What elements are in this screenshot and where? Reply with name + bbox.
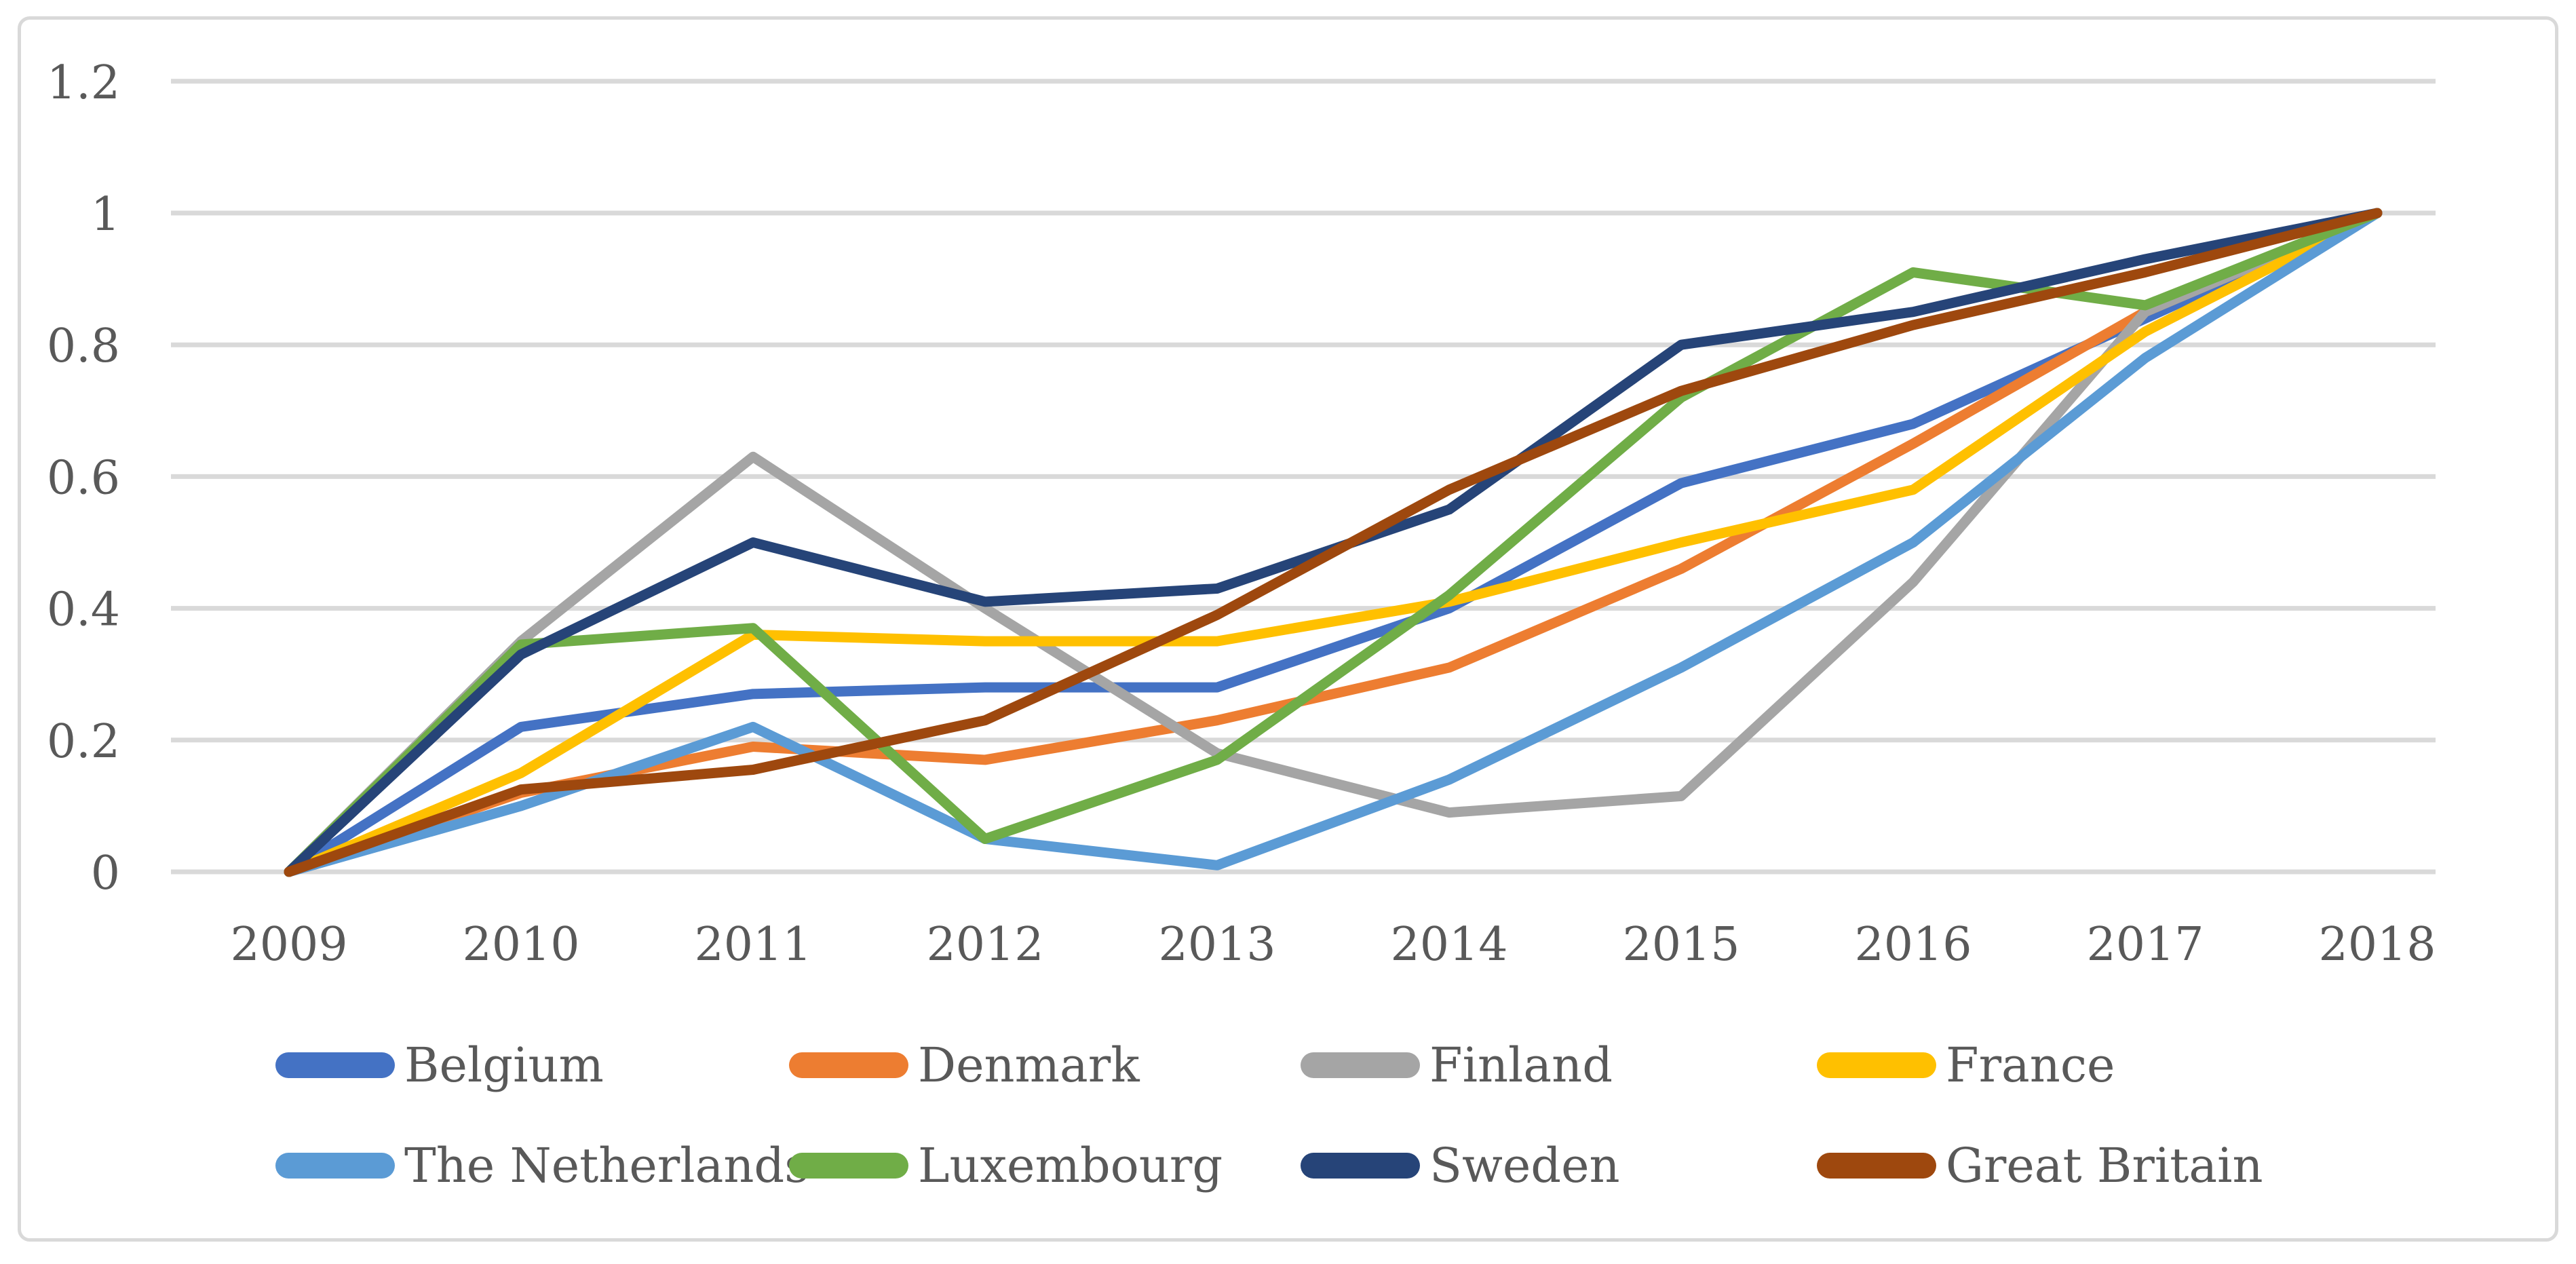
- legend-swatch-great-britain: [1817, 1153, 1936, 1179]
- legend-item-france: France: [1817, 1039, 2115, 1091]
- y-axis-label: 1: [91, 188, 120, 242]
- x-axis-label: 2009: [230, 918, 347, 972]
- x-axis-label: 2015: [1622, 918, 1739, 972]
- legend-label-netherlands: The Netherlands: [404, 1138, 809, 1193]
- x-axis-label: 2018: [2318, 918, 2436, 972]
- legend-item-finland: Finland: [1301, 1039, 1613, 1091]
- legend-swatch-denmark: [789, 1052, 908, 1078]
- legend-swatch-netherlands: [275, 1153, 395, 1179]
- legend-label-belgium: Belgium: [404, 1037, 604, 1093]
- legend-item-sweden: Sweden: [1301, 1140, 1620, 1191]
- legend-item-belgium: Belgium: [275, 1039, 604, 1091]
- legend-label-france: France: [1946, 1037, 2115, 1093]
- y-axis-label: 0.2: [47, 715, 120, 769]
- legend-label-great-britain: Great Britain: [1946, 1138, 2263, 1193]
- legend-item-luxembourg: Luxembourg: [789, 1140, 1223, 1191]
- legend-label-denmark: Denmark: [918, 1037, 1140, 1093]
- x-axis-label: 2016: [1854, 918, 1972, 972]
- y-axis-label: 0: [91, 847, 120, 900]
- legend-item-denmark: Denmark: [789, 1039, 1140, 1091]
- series-line-the-netherlands: [284, 208, 2383, 877]
- legend-label-luxembourg: Luxembourg: [918, 1138, 1223, 1193]
- legend-label-sweden: Sweden: [1429, 1138, 1620, 1193]
- legend-swatch-sweden: [1301, 1153, 1420, 1179]
- legend-swatch-france: [1817, 1052, 1936, 1078]
- series-line-france: [284, 208, 2383, 877]
- chart-border: [18, 16, 2558, 1242]
- y-axis-label: 0.8: [47, 320, 120, 373]
- series-line-great-britain: [284, 208, 2383, 877]
- legend-swatch-finland: [1301, 1052, 1420, 1078]
- legend-item-great-britain: Great Britain: [1817, 1140, 2263, 1191]
- series-line-belgium: [284, 208, 2383, 877]
- x-axis-label: 2010: [462, 918, 579, 972]
- x-axis-label: 2014: [1390, 918, 1507, 972]
- legend-swatch-luxembourg: [789, 1153, 908, 1179]
- x-axis-label: 2017: [2086, 918, 2204, 972]
- y-axis-label: 0.4: [47, 583, 120, 637]
- legend-item-netherlands: The Netherlands: [275, 1140, 809, 1191]
- x-axis-label: 2012: [926, 918, 1043, 972]
- x-axis-label: 2011: [694, 918, 811, 972]
- y-axis-label: 1.2: [47, 56, 120, 110]
- y-axis-label: 0.6: [47, 451, 120, 505]
- legend-swatch-belgium: [275, 1052, 395, 1078]
- legend-label-finland: Finland: [1429, 1037, 1613, 1093]
- x-axis-label: 2013: [1158, 918, 1275, 972]
